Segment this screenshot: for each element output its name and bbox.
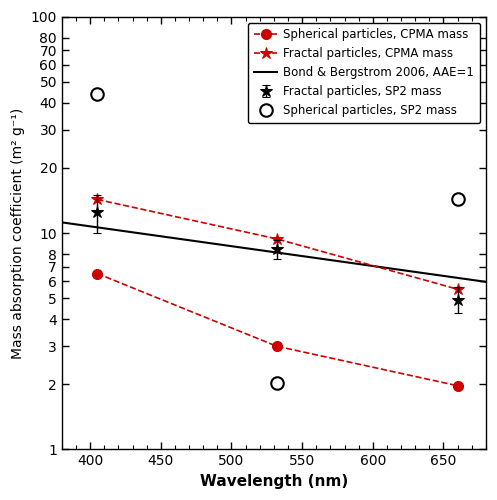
Spherical particles, CPMA mass [274, 343, 280, 349]
Spherical particles, SP2 mass [274, 380, 280, 386]
X-axis label: Wavelength (nm): Wavelength (nm) [200, 474, 348, 489]
Spherical particles, CPMA mass [94, 270, 100, 276]
Fractal particles, CPMA mass [94, 196, 100, 202]
Spherical particles, CPMA mass [455, 382, 461, 388]
Spherical particles, SP2 mass [455, 196, 461, 202]
Legend: Spherical particles, CPMA mass, Fractal particles, CPMA mass, Bond & Bergstrom 2: Spherical particles, CPMA mass, Fractal … [248, 22, 480, 123]
Fractal particles, CPMA mass [274, 236, 280, 242]
Y-axis label: Mass absorption coefficient (m² g⁻¹): Mass absorption coefficient (m² g⁻¹) [11, 108, 25, 358]
Line: Fractal particles, CPMA mass: Fractal particles, CPMA mass [91, 193, 464, 296]
Fractal particles, CPMA mass [455, 286, 461, 292]
Line: Spherical particles, SP2 mass: Spherical particles, SP2 mass [91, 88, 464, 390]
Spherical particles, SP2 mass [94, 91, 100, 97]
Line: Spherical particles, CPMA mass: Spherical particles, CPMA mass [92, 268, 463, 390]
